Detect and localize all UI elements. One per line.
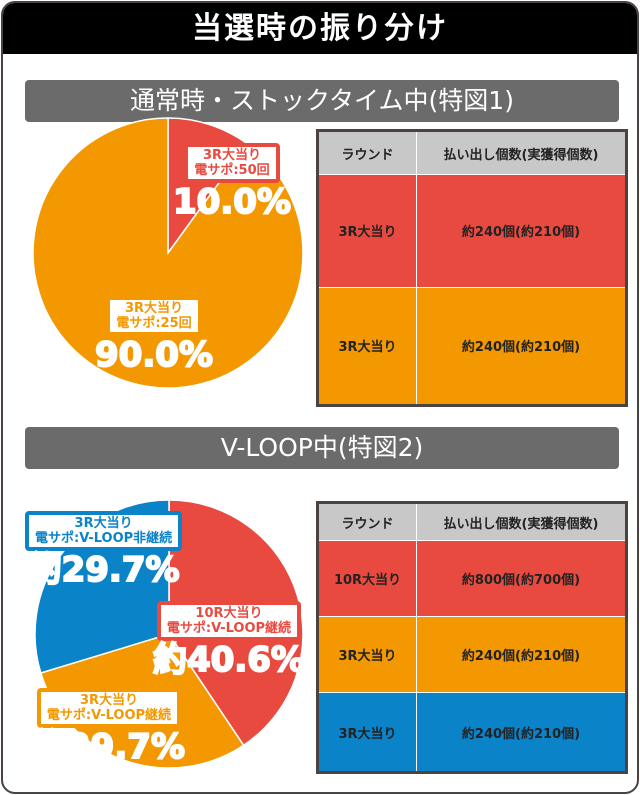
payout-cell: 約240個(約210個) [416, 692, 627, 773]
slice-subtitle: 電サポ:V-LOOP継続 [166, 621, 292, 636]
slice-title: 3R大当り [124, 301, 183, 316]
payout-cell: 約240個(約210個) [416, 616, 627, 694]
table-row: 3R大当り 約240個(約210個) [317, 174, 627, 288]
payout-cell: 約800個(約700個) [416, 539, 627, 618]
round-cell: 3R大当り [317, 692, 417, 773]
column-header: ラウンド [317, 502, 417, 541]
round-cell: 3R大当り [317, 174, 417, 288]
payout-cell: 約240個(約210個) [416, 174, 627, 288]
slice-percent: 約40.6% [152, 640, 306, 680]
slice-percent: 約29.7% [32, 727, 186, 767]
slice-label: 3R大当り 電サポ:50回 10.0% [172, 143, 292, 222]
column-header: 払い出し個数(実獲得個数) [416, 130, 627, 175]
section-banner-1: 通常時・ストックタイム中(特図1) [25, 80, 619, 122]
slice-percent: 約29.7% [27, 550, 181, 590]
slice-label: 3R大当り 電サポ:25回 90.0% [94, 296, 214, 375]
slice-title: 3R大当り [202, 148, 261, 163]
section-banner-2: V-LOOP中(特図2) [25, 427, 619, 469]
table-row: 3R大当り 約240個(約210個) [317, 286, 627, 407]
round-cell: 3R大当り [317, 286, 417, 407]
pie-slice [32, 117, 304, 389]
slice-subtitle: 電サポ:V-LOOP継続 [46, 708, 172, 723]
slice-percent: 10.0% [172, 182, 292, 222]
slice-title: 3R大当り [79, 693, 138, 708]
slice-title: 10R大当り [195, 606, 263, 621]
slice-subtitle: 電サポ:25回 [116, 316, 192, 331]
slice-subtitle: 電サポ:V-LOOP非継続 [35, 531, 173, 546]
page-title: 当選時の振り分け [3, 3, 637, 54]
table-row: 3R大当り 約240個(約210個) [317, 692, 627, 773]
round-cell: 3R大当り [317, 616, 417, 694]
column-header: 払い出し個数(実獲得個数) [416, 502, 627, 541]
table-row: 3R大当り 約240個(約210個) [317, 616, 627, 694]
slice-subtitle: 電サポ:50回 [194, 163, 270, 178]
column-header: ラウンド [317, 130, 417, 175]
payout-table-1: ラウンド 払い出し個数(実獲得個数) 3R大当り 約240個(約210個) 3R大当… [316, 129, 628, 407]
round-cell: 10R大当り [317, 539, 417, 618]
slice-label: 3R大当り 電サポ:V-LOOP非継続 約29.7% [25, 511, 183, 590]
slice-percent: 90.0% [94, 335, 214, 375]
slice-label: 3R大当り 電サポ:V-LOOP継続 約29.7% [32, 688, 186, 767]
slice-label: 10R大当り 電サポ:V-LOOP継続 約40.6% [152, 601, 306, 680]
payout-cell: 約240個(約210個) [416, 286, 627, 407]
payout-table-2: ラウンド 払い出し個数(実獲得個数) 10R大当り 約800個(約700個) 3R大… [316, 501, 628, 774]
table-row: 10R大当り 約800個(約700個) [317, 539, 627, 618]
slice-title: 3R大当り [74, 516, 133, 531]
